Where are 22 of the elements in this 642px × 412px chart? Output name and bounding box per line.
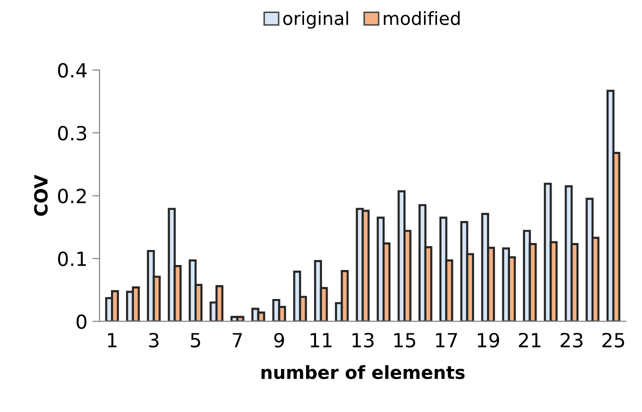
x-tick-label: 1 <box>108 333 116 348</box>
y-tick-label: 0.3 <box>58 126 86 141</box>
x-tick-label: 15 <box>394 333 416 348</box>
y-tick-label: 0.2 <box>58 188 86 204</box>
y-tick-label: 0.4 <box>58 62 87 78</box>
y-tick-label: 0 <box>76 314 86 330</box>
x-tick-label: 13 <box>352 332 374 348</box>
y-axis-title: COV <box>34 174 48 216</box>
x-tick-label: 17 <box>436 333 457 348</box>
x-tick-label: 7 <box>232 333 242 348</box>
y-tick-label: 0.1 <box>58 251 86 266</box>
x-tick-label: 23 <box>560 332 582 348</box>
legend-label: original <box>283 11 348 29</box>
x-tick-label: 9 <box>274 332 284 348</box>
x-tick-label: 19 <box>478 332 500 348</box>
legend-label: modified <box>384 11 460 26</box>
x-tick-label: 3 <box>149 332 158 348</box>
x-axis-title: number of elements <box>262 365 465 380</box>
x-tick-label: 21 <box>518 332 540 348</box>
x-tick-label: 25 <box>602 332 624 348</box>
x-tick-label: 5 <box>190 333 200 348</box>
x-tick-label: 11 <box>310 333 332 348</box>
